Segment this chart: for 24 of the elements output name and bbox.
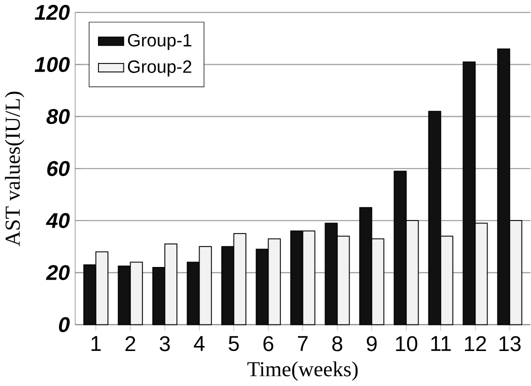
x-tick-label: 2 [125, 336, 136, 352]
y-tick-label: 80 [46, 109, 70, 124]
y-tick-label: 60 [47, 161, 70, 176]
y-tick-label: 0 [58, 317, 70, 332]
y-tick-label: 100 [34, 57, 70, 72]
x-tick-label: 8 [332, 336, 342, 352]
x-tick-label: 6 [263, 336, 274, 352]
x-tick-label: 3 [160, 336, 170, 352]
x-tick-label: 5 [228, 336, 239, 352]
x-tick-label: 11 [431, 336, 451, 351]
x-tick-label: 7 [298, 336, 308, 351]
x-axis-title: Time(weeks) [247, 362, 358, 381]
y-tick-label: 20 [46, 265, 70, 280]
legend-label: Group-1 [128, 34, 192, 50]
x-tick-label: 1 [92, 336, 101, 351]
x-tick-label: 4 [194, 336, 205, 351]
y-tick-label: 40 [46, 213, 70, 228]
y-tick-label: 120 [34, 5, 70, 20]
x-tick-label: 10 [396, 336, 418, 352]
x-tick-label: 9 [366, 336, 377, 352]
x-tick-label: 13 [499, 336, 521, 352]
legend-label: Group-2 [128, 60, 192, 77]
x-tick-label: 12 [465, 336, 486, 352]
y-axis-title: AST values(IU/L) [4, 92, 24, 246]
